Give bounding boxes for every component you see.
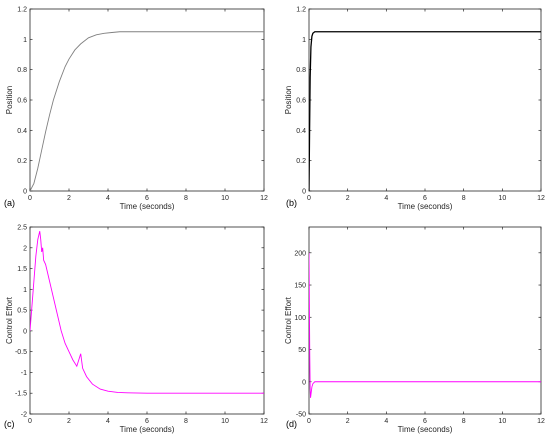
y-tick-label: 0.2 [296,158,306,165]
y-tick-label: 0.2 [17,158,27,165]
x-tick-label: 12 [537,418,545,425]
y-tick-label: -1 [21,370,27,377]
y-tick-label: 150 [294,283,306,290]
x-tick-label: 8 [184,418,188,425]
panel-label: (b) [286,198,297,208]
x-axis-label: Time (seconds) [120,202,175,211]
panel-label: (d) [286,419,297,429]
y-tick-label: 1 [23,287,27,294]
x-tick-label: 4 [106,418,110,425]
plot-area [308,226,542,415]
y-tick-label: -0.5 [15,349,27,356]
x-tick-label: 2 [67,195,71,202]
x-tick-label: 10 [498,195,506,202]
x-tick-label: 0 [307,195,311,202]
x-tick-label: 8 [184,195,188,202]
series-line [309,31,541,191]
y-tick-label: 0.4 [17,128,27,135]
y-axis-label: Position [284,86,293,114]
x-tick-label: 12 [260,418,268,425]
y-tick-label: 2 [23,245,27,252]
x-tick-label: 10 [221,418,229,425]
y-tick-label: 0 [302,379,306,386]
x-axis-label: Time (seconds) [398,202,453,211]
series-line [30,31,264,191]
x-tick-label: 0 [307,418,311,425]
y-tick-label: 1.2 [296,7,306,14]
panel-label: (a) [4,198,15,208]
x-tick-label: 12 [537,195,545,202]
series-line [309,252,541,398]
y-tick-label: 0 [23,328,27,335]
plot-area [308,8,542,192]
panel-b: 0 2 4 6 8 10 12 0 0.2 0.4 0.6 0.8 1 1.2 Time (seconds)… [284,7,545,212]
y-tick-label: 50 [298,347,306,354]
y-axis-label: Control Effort [284,296,293,344]
panel-a: 0 2 4 6 8 10 12 0 0.2 0.4 0.6 0.8 1 1.2 Time (seconds)… [4,7,268,212]
panel-c: 0 2 4 6 8 10 12 -2 -1.5 -1 -0.5 0 0.5 1 1.5 2 2.5 Time (s… [4,225,268,435]
y-tick-label: 100 [294,315,306,322]
x-axis-label: Time (seconds) [120,425,175,434]
panel-label: (c) [4,419,15,429]
plot-area [29,226,265,415]
x-tick-label: 4 [384,195,388,202]
y-tick-label: 0.6 [17,98,27,105]
y-tick-label: 0.8 [17,67,27,74]
x-tick-label: 6 [145,195,149,202]
x-tick-label: 2 [346,418,350,425]
y-tick-label: 1 [23,37,27,44]
x-tick-label: 6 [423,418,427,425]
x-tick-label: 4 [384,418,388,425]
plot-area [29,8,265,192]
y-tick-label: 0 [23,189,27,196]
y-tick-label: 2.5 [17,225,27,232]
y-tick-label: -50 [296,412,306,419]
y-axis-label: Position [5,86,14,114]
x-tick-label: 10 [498,418,506,425]
x-tick-label: 0 [28,195,32,202]
y-tick-label: -1.5 [15,391,27,398]
y-tick-label: 0 [302,189,306,196]
y-tick-label: 0.8 [296,67,306,74]
x-tick-label: 12 [260,195,268,202]
x-tick-label: 10 [221,195,229,202]
x-tick-label: 2 [67,418,71,425]
y-tick-label: 1.2 [17,7,27,14]
y-axis-label: Control Effort [5,296,14,344]
x-tick-label: 6 [423,195,427,202]
y-tick-label: -2 [21,412,27,419]
y-tick-label: 0.6 [296,98,306,105]
x-tick-label: 0 [28,418,32,425]
x-tick-label: 8 [462,418,466,425]
y-tick-label: 200 [294,250,306,257]
y-tick-label: 0.5 [17,308,27,315]
x-axis-label: Time (seconds) [398,425,453,434]
x-tick-label: 4 [106,195,110,202]
x-tick-label: 6 [145,418,149,425]
series-line [30,231,264,394]
y-tick-label: 1 [302,37,306,44]
x-tick-label: 8 [462,195,466,202]
y-tick-label: 0.4 [296,128,306,135]
y-tick-label: 1.5 [17,266,27,273]
x-tick-label: 2 [346,195,350,202]
